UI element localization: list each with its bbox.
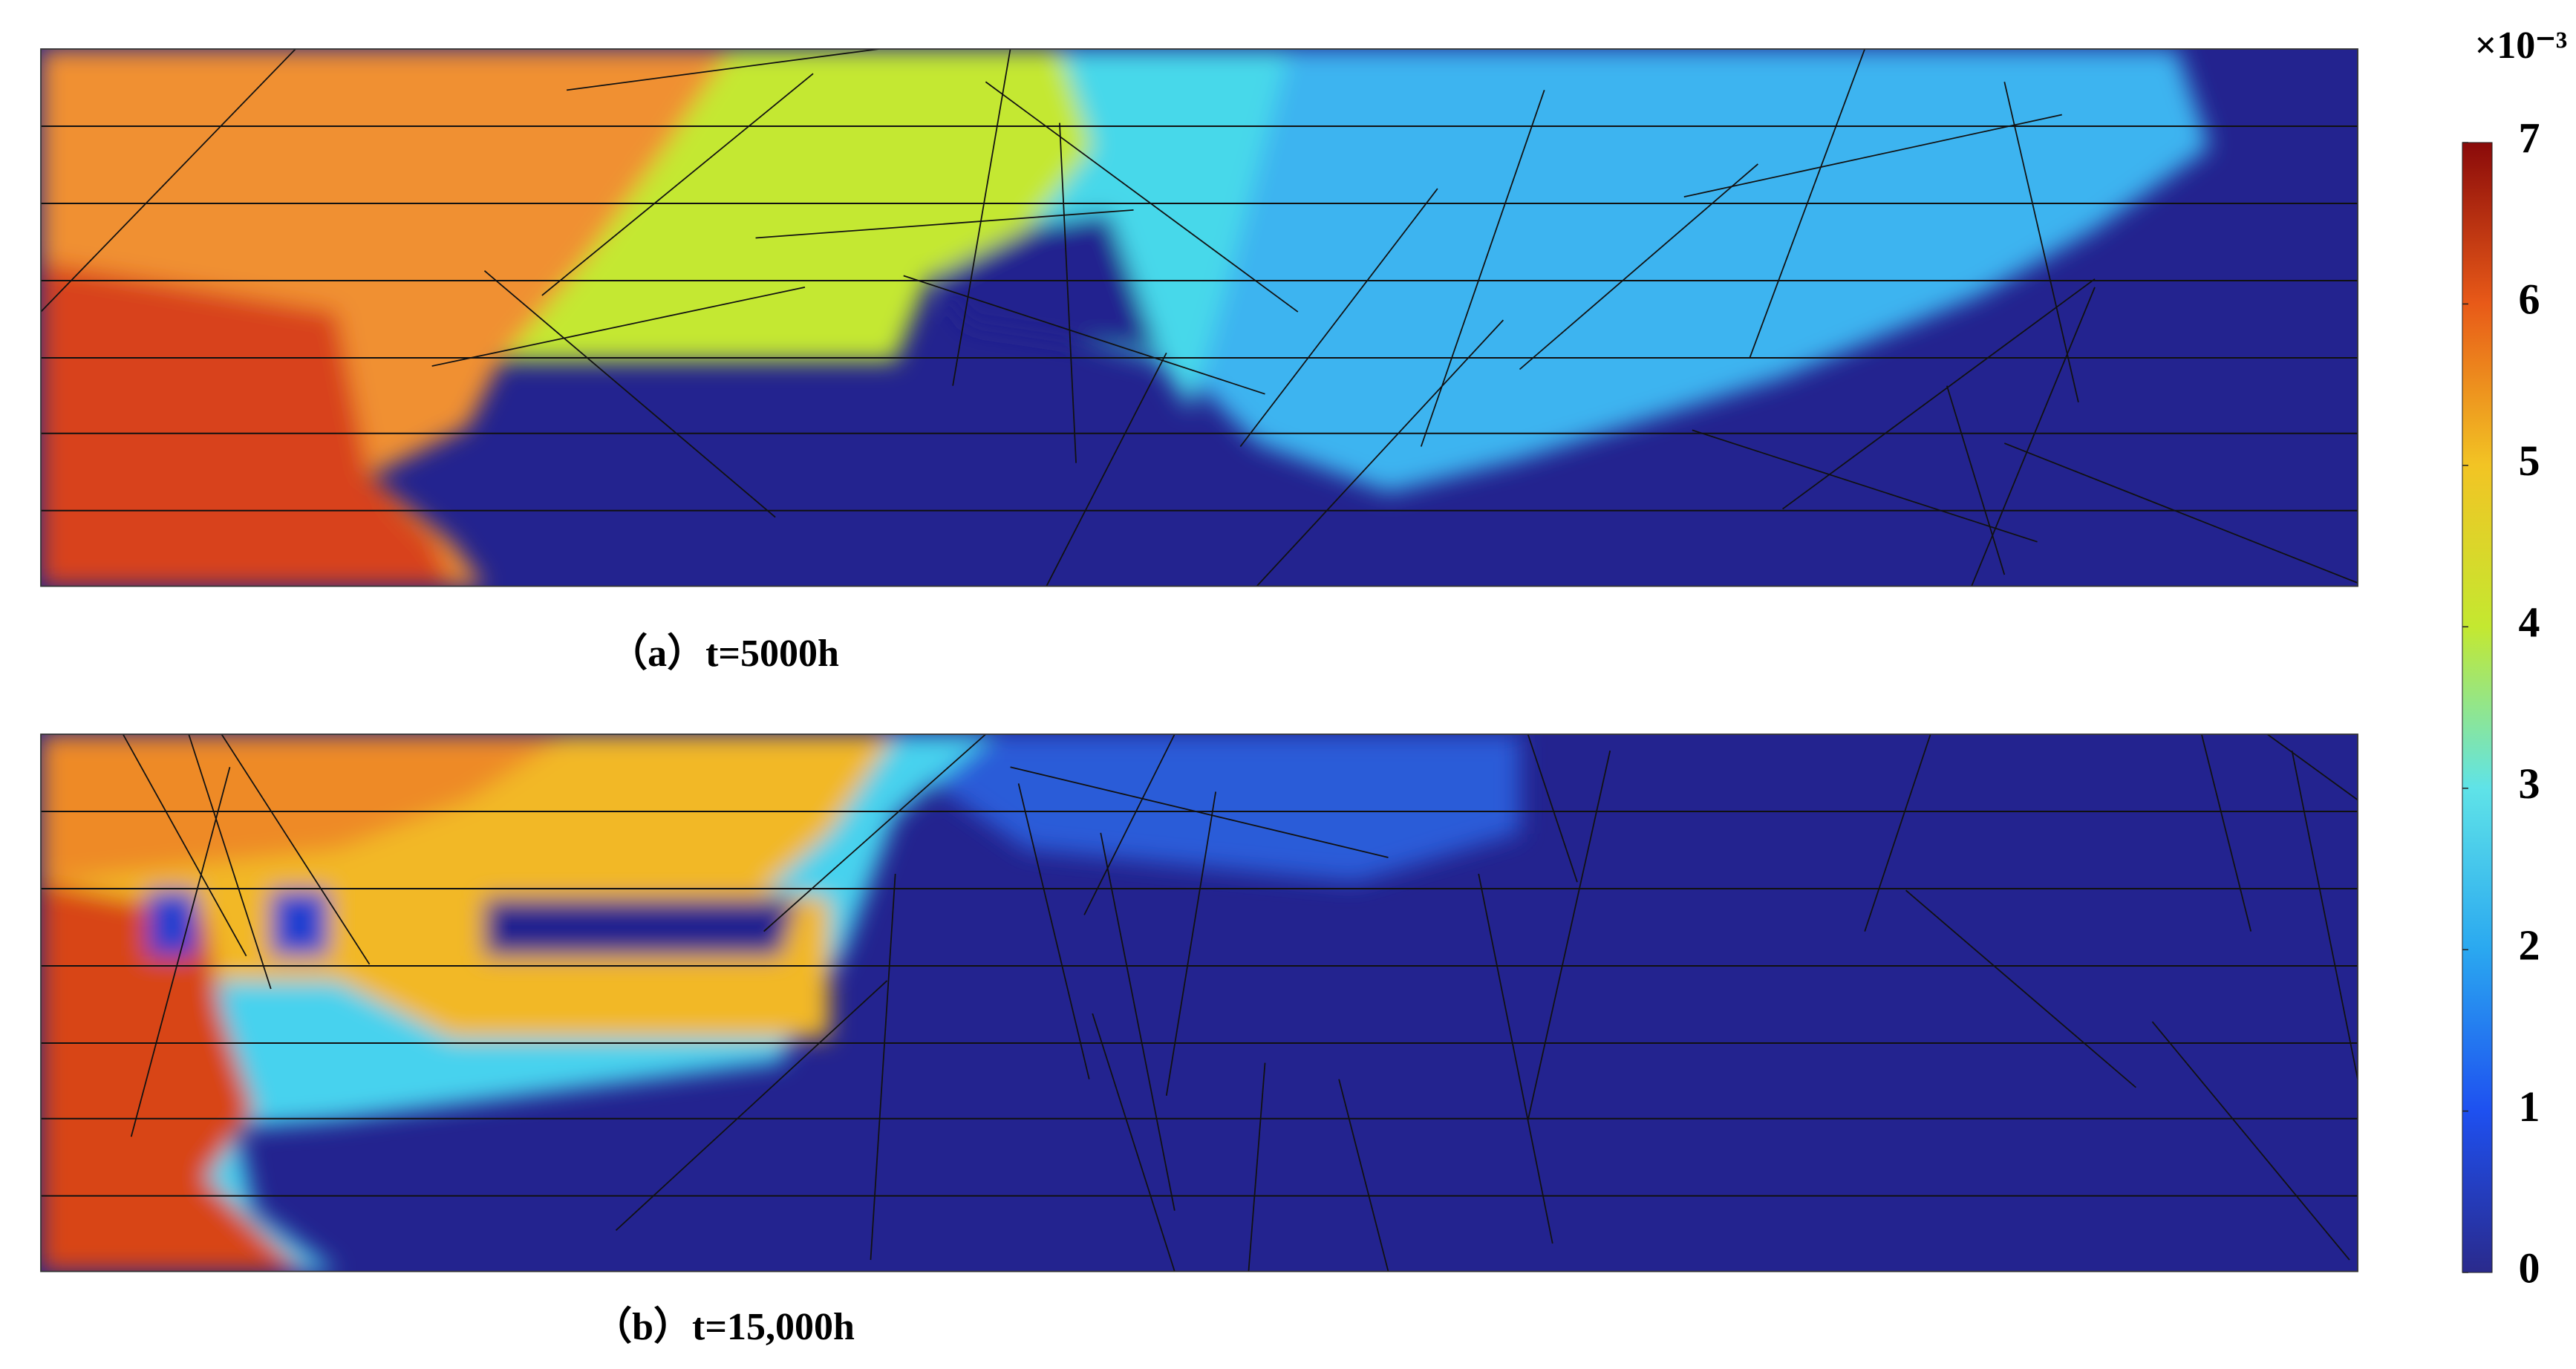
fracture	[1248, 1062, 1266, 1272]
fracture	[221, 734, 371, 965]
fracture	[1782, 278, 2096, 510]
colorbar-tick-label: 0	[2519, 1244, 2540, 1292]
fracture	[1010, 766, 1389, 858]
fracture	[1256, 319, 1504, 587]
colorbar-tick-label: 4	[2519, 598, 2540, 647]
fracture	[903, 275, 1265, 395]
fracture	[2266, 734, 2358, 801]
fracture	[188, 734, 272, 990]
fracture	[541, 73, 814, 296]
fracture	[870, 874, 896, 1261]
colorbar-tick-label: 3	[2519, 759, 2540, 808]
panel-a	[40, 48, 2358, 587]
fracture	[615, 980, 888, 1231]
fracture	[1905, 889, 2136, 1088]
fracture	[2003, 82, 2079, 402]
fracture	[1165, 791, 1217, 1096]
colorbar	[2462, 142, 2493, 1273]
fracture	[1420, 90, 1545, 447]
fracture	[1683, 114, 2062, 198]
panel-caption: （b）t=15,000h	[593, 1305, 855, 1348]
fracture	[2003, 442, 2358, 584]
fracture	[1946, 385, 2006, 575]
fracture	[1749, 49, 1866, 359]
fracture	[483, 270, 776, 518]
fracture	[1083, 734, 1175, 915]
fracture	[1092, 1013, 1175, 1272]
colorbar-tick-label: 2	[2519, 921, 2540, 969]
colorbar-tick-label: 6	[2519, 275, 2540, 324]
fracture	[1100, 832, 1175, 1211]
fracture	[1692, 429, 2038, 543]
fracture	[2200, 734, 2252, 932]
fracture	[952, 49, 1011, 386]
fracture	[1239, 188, 1438, 448]
colorbar-tick-label: 7	[2519, 114, 2540, 162]
fracture	[2291, 750, 2358, 1079]
fracture	[1478, 873, 1553, 1244]
fracture	[1017, 783, 1090, 1079]
fracture	[1059, 122, 1077, 463]
panel-caption: （a）t=5000h	[609, 632, 839, 675]
fracture	[1864, 734, 1931, 932]
fracture	[763, 734, 986, 932]
fracture	[566, 49, 879, 91]
fracture	[122, 734, 247, 957]
fracture	[431, 286, 806, 367]
fracture	[130, 767, 231, 1137]
fracture	[755, 209, 1134, 239]
colorbar-tick-label: 1	[2519, 1082, 2540, 1131]
fracture	[41, 49, 296, 313]
colorbar-tick-label: 5	[2519, 437, 2540, 485]
fracture	[1527, 734, 1578, 883]
panel-b	[40, 733, 2358, 1272]
fracture	[1527, 750, 1611, 1121]
fracture	[2151, 1021, 2350, 1261]
fracture	[1338, 1079, 1389, 1272]
fracture	[1519, 163, 1758, 370]
fracture	[1046, 352, 1167, 587]
fracture	[985, 81, 1299, 313]
colorbar-label: ×10⁻³	[2475, 24, 2568, 67]
